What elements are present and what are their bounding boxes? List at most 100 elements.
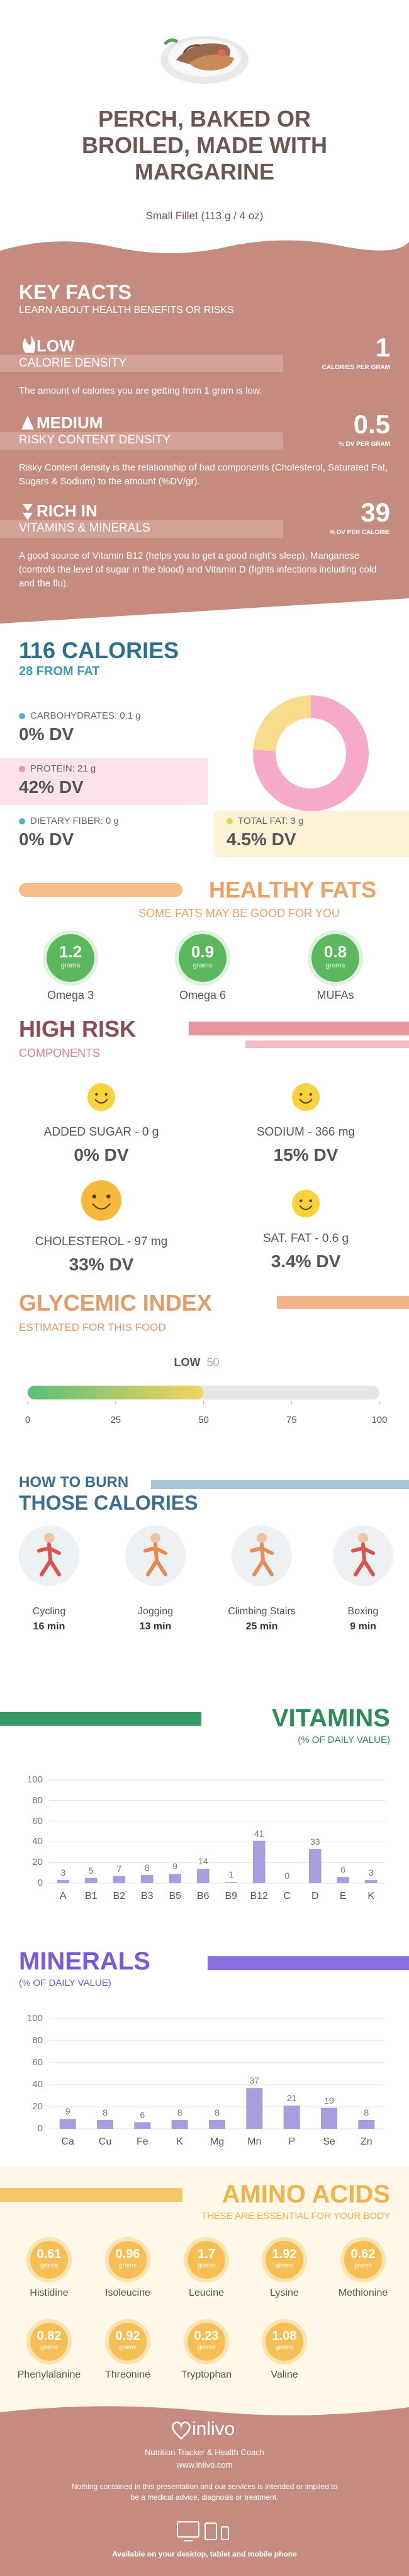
fat-band bbox=[214, 811, 409, 857]
amino-unit: grams bbox=[40, 2344, 58, 2351]
fact-name: VITAMINS & MINERALS bbox=[19, 521, 150, 535]
fact-unit: % DV PER GRAM bbox=[338, 441, 390, 448]
bar bbox=[364, 1880, 378, 1883]
amino-unit: grams bbox=[276, 2262, 293, 2269]
vitamins-bar-deco bbox=[0, 1712, 201, 1726]
glycemic-bar-deco bbox=[277, 1296, 409, 1309]
activity-time: 13 min bbox=[139, 1621, 172, 1632]
x-tick-label: P bbox=[288, 2136, 295, 2147]
risk-label: SAT. FAT - 0.6 g bbox=[262, 1232, 349, 1245]
value-label: 9 bbox=[172, 1861, 178, 1872]
fat-value: 1.2 bbox=[59, 942, 82, 961]
nutrient-dv: 42% DV bbox=[19, 777, 84, 797]
y-tick-label: 100 bbox=[26, 2013, 43, 2024]
bar bbox=[337, 1877, 350, 1883]
smiley-mouth bbox=[91, 1203, 111, 1210]
section-subtitle: ESTIMATED FOR THIS FOOD bbox=[19, 1321, 166, 1333]
nutrient-label: PROTEIN: 21 g bbox=[30, 763, 96, 774]
serving: Small Fillet (113 g / 4 oz) bbox=[145, 210, 264, 222]
x-tick-label: K bbox=[176, 2136, 183, 2147]
section-subtitle: (% OF DAILY VALUE) bbox=[19, 1978, 111, 1988]
amino-unit: grams bbox=[198, 2262, 215, 2269]
value-label: 21 bbox=[286, 2093, 297, 2104]
activity-time: 16 min bbox=[33, 1621, 65, 1632]
brand: inlivo bbox=[192, 2419, 235, 2439]
nutrient-label: TOTAL FAT: 3 g bbox=[238, 816, 304, 826]
title: PERCH, BAKED OR BROILED, MADE WITH MARGA… bbox=[82, 106, 327, 185]
value-label: 8 bbox=[177, 2107, 182, 2117]
section-subtitle: THESE ARE ESSENTIAL FOR YOUR BODY bbox=[201, 2211, 390, 2221]
section-title: MINERALS bbox=[19, 1947, 150, 1975]
amino-name: Isoleucine bbox=[104, 2288, 151, 2298]
fact-level: RICH IN bbox=[36, 501, 98, 520]
y-tick-label: 80 bbox=[32, 1794, 43, 1806]
name-band bbox=[0, 520, 283, 538]
bar bbox=[134, 2122, 151, 2129]
y-tick-label: 40 bbox=[32, 2079, 43, 2090]
smiley-eye bbox=[106, 1194, 111, 1199]
fact-text: Risky Content density is the relationshi… bbox=[19, 462, 388, 487]
fact-name: CALORIE DENSITY bbox=[19, 356, 127, 370]
activity-time: 25 min bbox=[245, 1621, 278, 1632]
x-tick-label: Fe bbox=[136, 2136, 148, 2147]
risk-dv: 3.4% DV bbox=[271, 1251, 341, 1271]
fat-name: Omega 3 bbox=[47, 989, 94, 1001]
bar bbox=[225, 1882, 238, 1883]
protein-band bbox=[0, 758, 208, 805]
footer-band bbox=[0, 2406, 409, 2576]
smiley-mouth bbox=[299, 1098, 313, 1104]
x-tick-label: 50 bbox=[198, 1415, 209, 1425]
value-label: 14 bbox=[198, 1856, 208, 1867]
activity-head bbox=[150, 1533, 160, 1543]
section-title: HOW TO BURN bbox=[19, 1474, 129, 1491]
bar bbox=[84, 1878, 98, 1883]
section-title: VITAMINS bbox=[271, 1704, 390, 1732]
gauge-value-label: 50 bbox=[206, 1356, 220, 1369]
donut-segment bbox=[253, 695, 311, 751]
fat-name: Omega 6 bbox=[179, 989, 227, 1001]
amino-circle bbox=[188, 2241, 225, 2279]
value-label: 6 bbox=[140, 2109, 145, 2120]
availability: Available on your desktop, tablet and mo… bbox=[112, 2550, 297, 2558]
risk-label: CHOLESTEROL - 97 mg bbox=[35, 1235, 168, 1248]
fact-name: RISKY CONTENT DENSITY bbox=[19, 433, 171, 447]
amino-value: 1.92 bbox=[272, 2247, 297, 2261]
bar bbox=[113, 1876, 126, 1883]
x-tick-label: C bbox=[283, 1891, 291, 1901]
x-tick-label: Mn bbox=[247, 2136, 262, 2147]
y-tick-label: 100 bbox=[26, 1774, 43, 1785]
value-label: 8 bbox=[103, 2107, 108, 2117]
smiley bbox=[292, 1083, 320, 1111]
fact-text: The amount of calories you are getting f… bbox=[19, 385, 262, 396]
amino-name: Methionine bbox=[338, 2288, 388, 2298]
amino-name: Phenylalanine bbox=[17, 2369, 81, 2380]
amino-name: Threonine bbox=[104, 2369, 151, 2380]
bar bbox=[358, 2120, 375, 2129]
smiley-mouth bbox=[299, 1205, 313, 1211]
section-subtitle: LEARN ABOUT HEALTH BENEFITS OR RISKS bbox=[19, 305, 234, 316]
y-tick-label: 80 bbox=[32, 2035, 43, 2046]
fact-value: 1 bbox=[375, 333, 390, 362]
amino-circle bbox=[109, 2323, 147, 2361]
amino-circle bbox=[30, 2241, 68, 2279]
x-tick-label: B5 bbox=[169, 1891, 182, 1901]
amino-unit: grams bbox=[276, 2344, 293, 2351]
value-label: 19 bbox=[324, 2095, 334, 2106]
nutrient-dot bbox=[19, 713, 25, 719]
y-tick-label: 20 bbox=[32, 1857, 43, 1868]
high-risk-bar bbox=[189, 1022, 409, 1035]
amino-circle bbox=[188, 2323, 225, 2361]
x-tick-label: B1 bbox=[84, 1891, 98, 1901]
nutrient-dot bbox=[227, 818, 233, 824]
value-label: 8 bbox=[144, 1862, 150, 1872]
amino-unit: grams bbox=[198, 2344, 215, 2351]
fat-name: MUFAs bbox=[317, 989, 354, 1001]
bar bbox=[59, 2119, 76, 2129]
healthy-fats-bar bbox=[19, 883, 182, 897]
section-title: THOSE CALORIES bbox=[19, 1491, 198, 1514]
activity-head bbox=[358, 1533, 368, 1543]
activity-name: Boxing bbox=[347, 1606, 379, 1617]
amino-value: 1.7 bbox=[198, 2247, 215, 2261]
amino-bar-deco bbox=[0, 2188, 182, 2202]
url: www.inlivo.com bbox=[176, 2460, 233, 2470]
